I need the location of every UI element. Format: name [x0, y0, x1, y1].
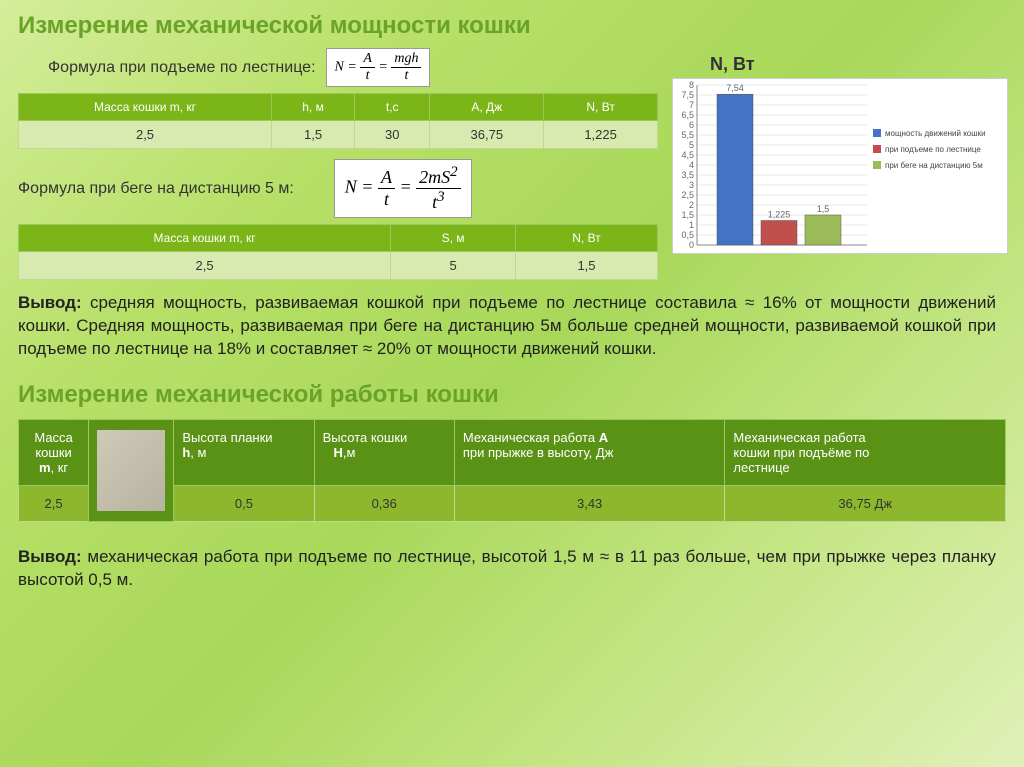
table-header: Механическая работакошки при подъёме пол… [725, 419, 1006, 485]
table-cell: 2,5 [19, 485, 89, 521]
table-cell: 0,5 [174, 485, 314, 521]
svg-text:мощность движений кошки: мощность движений кошки [885, 129, 986, 138]
svg-text:7,54: 7,54 [726, 83, 744, 93]
svg-text:8: 8 [689, 80, 694, 90]
formula2-box: N = At = 2mS2t3 [334, 159, 472, 218]
table-header [89, 419, 174, 521]
table-header: N, Вт [515, 225, 657, 252]
conclusion1-text: средняя мощность, развиваемая кошкой при… [18, 293, 996, 358]
table-header: N, Вт [544, 94, 658, 121]
svg-text:1,225: 1,225 [768, 210, 791, 220]
svg-text:4,5: 4,5 [681, 150, 694, 160]
table-cell: 36,75 Дж [725, 485, 1006, 521]
chart-axis-title: N, Вт [710, 54, 755, 75]
table-cell: 30 [355, 121, 430, 149]
conclusion1-bold: Вывод: [18, 293, 82, 312]
svg-text:7,5: 7,5 [681, 90, 694, 100]
svg-text:6,5: 6,5 [681, 110, 694, 120]
table-header: Механическая работа Апри прыжке в высоту… [454, 419, 725, 485]
svg-text:7: 7 [689, 100, 694, 110]
table-cell: 1,5 [515, 252, 657, 280]
table-cell: 2,5 [19, 252, 391, 280]
svg-text:2: 2 [689, 200, 694, 210]
svg-text:при беге на дистанцию 5м: при беге на дистанцию 5м [885, 161, 983, 170]
table-cell: 3,43 [454, 485, 725, 521]
formula2-label: Формула при беге на дистанцию 5 м: [18, 180, 294, 198]
table-header: Масса кошки m, кг [19, 225, 391, 252]
conclusion-power: Вывод: средняя мощность, развиваемая кош… [18, 292, 1006, 361]
heading-power: Измерение механической мощности кошки [18, 12, 1006, 40]
formula1-box: N = At = mght [326, 48, 431, 87]
svg-text:при подъеме по лестнице: при подъеме по лестнице [885, 145, 981, 154]
table-header: А, Дж [430, 94, 544, 121]
table-power-run: Масса кошки m, кгS, мN, Вт 2,551,5 [18, 224, 658, 280]
table-header: S, м [391, 225, 516, 252]
conclusion2-text: механическая работа при подъеме по лестн… [18, 547, 996, 589]
svg-text:0,5: 0,5 [681, 230, 694, 240]
table-cell: 2,5 [19, 121, 272, 149]
table-cell: 36,75 [430, 121, 544, 149]
table-header: Масса кошки m, кг [19, 94, 272, 121]
table-header: Высота планкиh, м [174, 419, 314, 485]
svg-text:2,5: 2,5 [681, 190, 694, 200]
svg-text:6: 6 [689, 120, 694, 130]
power-chart: 00,511,522,533,544,555,566,577,587,541,2… [672, 78, 1008, 254]
svg-text:1: 1 [689, 220, 694, 230]
svg-text:1,5: 1,5 [681, 210, 694, 220]
cat-photo [97, 430, 165, 511]
svg-text:5,5: 5,5 [681, 130, 694, 140]
table-cell: 0,36 [314, 485, 454, 521]
table-header: Высота кошки H,м [314, 419, 454, 485]
svg-text:0: 0 [689, 240, 694, 250]
conclusion2-bold: Вывод: [18, 547, 82, 566]
svg-text:3: 3 [689, 180, 694, 190]
table-header: t,с [355, 94, 430, 121]
svg-text:5: 5 [689, 140, 694, 150]
svg-text:3,5: 3,5 [681, 170, 694, 180]
table-header: Массакошкиm, кг [19, 419, 89, 485]
table-cell: 1,5 [272, 121, 355, 149]
svg-text:1,5: 1,5 [817, 204, 830, 214]
formula1-label: Формула при подъеме по лестнице: [48, 59, 316, 77]
table-cell: 1,225 [544, 121, 658, 149]
table-work: Массакошкиm, кг Высота планкиh, мВысота к… [18, 419, 1006, 522]
table-cell: 5 [391, 252, 516, 280]
heading-work: Измерение механической работы кошки [18, 381, 1006, 409]
conclusion-work: Вывод: механическая работа при подъеме п… [18, 546, 1006, 592]
table-power-stairs: Масса кошки m, кгh, мt,сА, ДжN, Вт 2,51,… [18, 93, 658, 149]
svg-text:4: 4 [689, 160, 694, 170]
table-header: h, м [272, 94, 355, 121]
